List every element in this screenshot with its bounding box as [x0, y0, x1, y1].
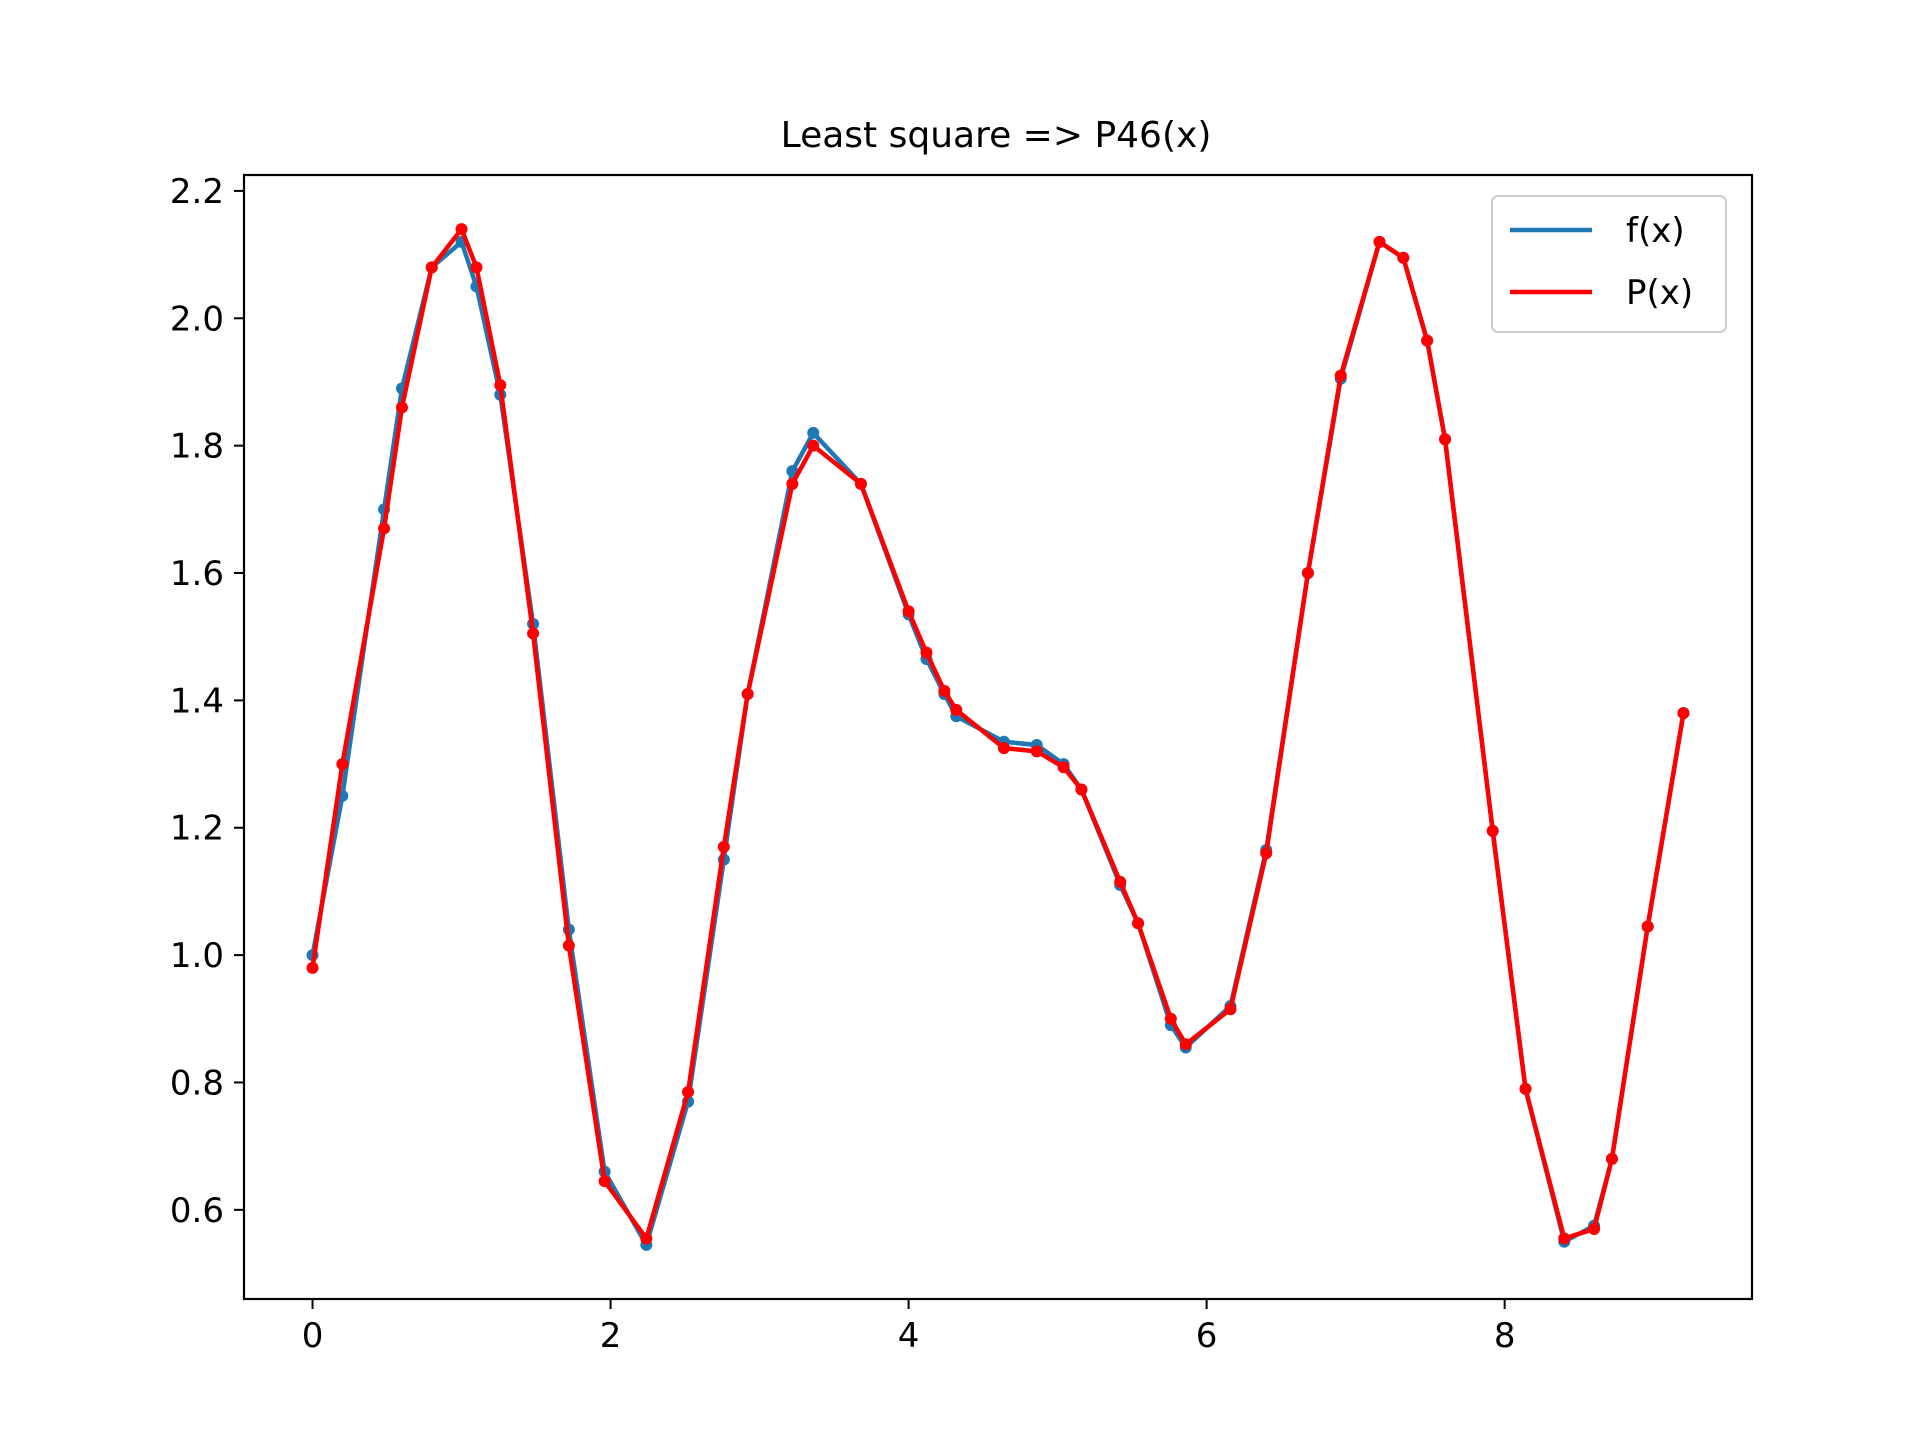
chart-title: Least square => P46(x): [781, 115, 1212, 156]
data-point-px: [1558, 1232, 1571, 1245]
data-point-px: [902, 605, 915, 618]
data-point-px: [470, 261, 483, 274]
data-point-px: [717, 840, 730, 853]
data-point-px: [997, 742, 1010, 755]
y-tick-label: 2.0: [170, 299, 224, 339]
data-point-px: [378, 522, 391, 535]
data-point-px: [527, 627, 540, 640]
data-point-px: [1486, 824, 1499, 837]
data-point-px: [1439, 433, 1452, 446]
data-point-px: [1334, 369, 1347, 382]
y-tick-label: 1.4: [170, 681, 224, 721]
y-tick-label: 2.2: [170, 172, 224, 212]
data-point-px: [807, 439, 820, 452]
y-tick-label: 1.8: [170, 427, 224, 467]
data-point-px: [682, 1086, 695, 1099]
data-point-px: [640, 1232, 653, 1245]
data-point-fx: [807, 426, 820, 439]
data-point-px: [938, 684, 951, 697]
data-point-px: [1132, 917, 1145, 930]
data-point-px: [395, 401, 408, 414]
data-point-px: [1057, 761, 1070, 774]
data-point-px: [854, 477, 867, 490]
data-point-px: [786, 477, 799, 490]
y-tick-label: 0.6: [170, 1191, 224, 1231]
plot-area: [306, 223, 1690, 1251]
legend-label-fx: f(x): [1626, 211, 1685, 251]
data-point-px: [1677, 707, 1690, 720]
series-group: [306, 223, 1690, 1251]
data-point-px: [1179, 1038, 1192, 1051]
x-tick-label: 2: [600, 1316, 622, 1356]
data-point-px: [1519, 1082, 1532, 1095]
y-tick-label: 0.8: [170, 1063, 224, 1103]
x-tick-label: 6: [1196, 1316, 1218, 1356]
data-point-px: [1421, 334, 1434, 347]
data-point-px: [1373, 235, 1386, 248]
data-point-px: [920, 646, 933, 659]
legend-label-px: P(x): [1626, 273, 1693, 313]
data-point-px: [1397, 251, 1410, 264]
data-point-px: [1114, 875, 1127, 888]
y-tick-label: 1.0: [170, 936, 224, 976]
x-tick-label: 8: [1494, 1316, 1516, 1356]
data-point-px: [1030, 745, 1043, 758]
data-point-px: [336, 758, 349, 771]
data-point-px: [950, 703, 963, 716]
data-point-px: [562, 939, 575, 952]
data-point-px: [741, 688, 754, 701]
data-point-px: [1301, 567, 1314, 580]
data-point-px: [1075, 783, 1088, 796]
legend: f(x) P(x): [1491, 195, 1727, 333]
x-tick-label: 0: [302, 1316, 324, 1356]
data-point-px: [1641, 920, 1654, 933]
axes: 0 2 4 6 8 0.6 0.8 1.0 1.2 1.4 1.6 1.8 2.0 2.2: [170, 172, 1754, 1356]
data-point-px: [455, 223, 468, 236]
data-point-px: [494, 379, 507, 392]
data-point-px: [1164, 1012, 1177, 1025]
data-point-px: [1224, 1003, 1237, 1016]
y-tick-label: 1.6: [170, 554, 224, 594]
plot-frame: [242, 173, 1754, 1301]
series-px: [306, 223, 1690, 1245]
x-tick-label: 4: [898, 1316, 920, 1356]
y-tick-label: 1.2: [170, 809, 224, 849]
data-point-px: [598, 1175, 611, 1188]
data-point-px: [1605, 1152, 1618, 1165]
data-point-px: [1588, 1222, 1601, 1235]
data-point-px: [306, 961, 319, 974]
data-point-px: [1260, 847, 1273, 860]
data-point-px: [425, 261, 438, 274]
